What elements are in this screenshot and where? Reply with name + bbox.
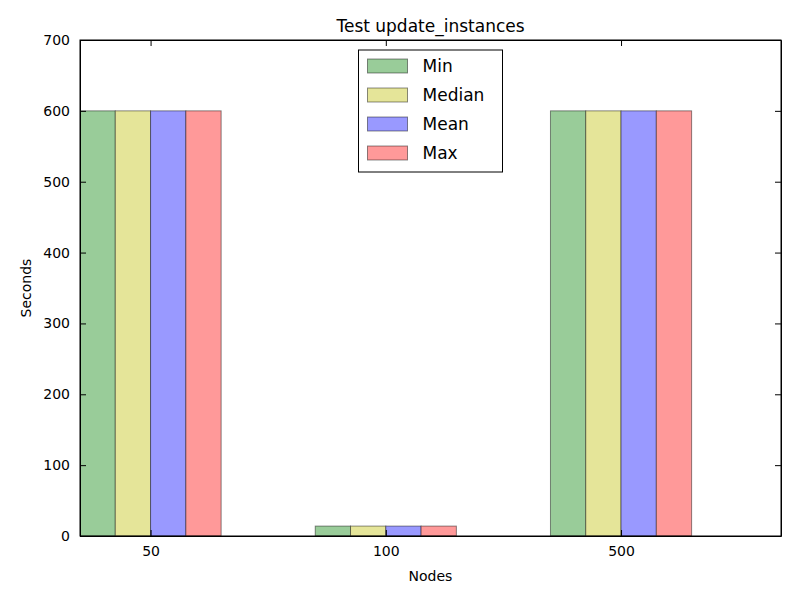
- plot-frame: [80, 40, 781, 536]
- tick: 300: [43, 315, 86, 331]
- axis-line: [80, 41, 81, 537]
- tick: [775, 111, 781, 112]
- bars: [80, 111, 692, 536]
- legend-swatch: [368, 59, 408, 73]
- bar: [386, 526, 421, 536]
- tick-mark: [775, 111, 781, 112]
- tick-label: 500: [43, 174, 70, 190]
- tick-mark: [386, 40, 387, 46]
- tick-mark: [80, 323, 86, 324]
- tick-label: 100: [43, 457, 70, 473]
- axis-line: [781, 41, 782, 537]
- tick-label: 400: [43, 245, 70, 261]
- tick: 100: [373, 530, 400, 559]
- axis-line: [81, 536, 782, 537]
- tick: [775, 323, 781, 324]
- tick-mark: [775, 394, 781, 395]
- tick-label: 0: [61, 528, 70, 544]
- tick: 700: [43, 32, 86, 48]
- tick-mark: [621, 530, 622, 536]
- tick-mark: [775, 465, 781, 466]
- tick: 500: [43, 174, 86, 190]
- tick: [151, 40, 152, 46]
- legend-swatch: [368, 117, 408, 131]
- tick-label: 200: [43, 386, 70, 402]
- chart-title: Test update_instances: [335, 16, 524, 37]
- plot: 010020030040050060070050100500MinMedianM…: [43, 32, 781, 559]
- tick: 600: [43, 103, 86, 119]
- y-axis: 0 100 200 300 400 500 600 700: [43, 32, 86, 544]
- bar: [80, 111, 115, 536]
- bar: [115, 111, 150, 536]
- tick-label: 300: [43, 315, 70, 331]
- tick-mark: [775, 253, 781, 254]
- bar: [621, 111, 656, 536]
- legend-label: Min: [423, 56, 453, 76]
- tick-label: 600: [43, 103, 70, 119]
- tick-mark: [151, 40, 152, 46]
- chart-container: 010020030040050060070050100500MinMedianM…: [0, 0, 800, 600]
- legend-label: Mean: [423, 114, 469, 134]
- tick-mark: [386, 530, 387, 536]
- bar: [550, 111, 585, 536]
- tick-mark: [775, 182, 781, 183]
- tick-label: 700: [43, 32, 70, 48]
- axis-line: [81, 40, 782, 41]
- bar: [421, 526, 456, 536]
- tick: [775, 465, 781, 466]
- legend-frame: [359, 50, 503, 172]
- bar: [315, 526, 350, 536]
- tick-mark: [80, 253, 86, 254]
- y-axis-right: [775, 41, 782, 537]
- tick: 100: [43, 457, 86, 473]
- legend-swatch: [368, 146, 408, 160]
- tick: [775, 182, 781, 183]
- tick: [386, 40, 387, 46]
- tick: 500: [608, 530, 635, 559]
- tick-mark: [80, 394, 86, 395]
- tick-mark: [775, 323, 781, 324]
- legend-swatch: [368, 88, 408, 102]
- bar: [351, 526, 386, 536]
- tick-mark: [80, 182, 86, 183]
- tick: [621, 40, 622, 46]
- bar: [151, 111, 186, 536]
- tick-mark: [151, 530, 152, 536]
- legend-label: Max: [423, 143, 458, 163]
- bar: [186, 111, 221, 536]
- tick-label: 100: [373, 543, 400, 559]
- x-axis-top: [81, 40, 782, 46]
- tick-label: 500: [608, 543, 635, 559]
- tick-mark: [621, 40, 622, 46]
- tick: 0: [61, 528, 86, 544]
- tick-mark: [80, 465, 86, 466]
- tick: 50: [142, 530, 160, 559]
- bar: [586, 111, 621, 536]
- bar: [656, 111, 691, 536]
- tick-label: 50: [142, 543, 160, 559]
- legend-label: Median: [423, 85, 485, 105]
- tick: 400: [43, 245, 86, 261]
- x-axis-title: Nodes: [409, 568, 453, 584]
- tick: [775, 394, 781, 395]
- legend: Min Median Mean Max: [359, 50, 503, 172]
- y-axis-title: Seconds: [18, 259, 34, 318]
- tick-mark: [80, 111, 86, 112]
- chart-svg: 010020030040050060070050100500MinMedianM…: [0, 0, 800, 600]
- tick: 200: [43, 386, 86, 402]
- x-axis: 50 100 500: [81, 530, 782, 559]
- tick: [775, 253, 781, 254]
